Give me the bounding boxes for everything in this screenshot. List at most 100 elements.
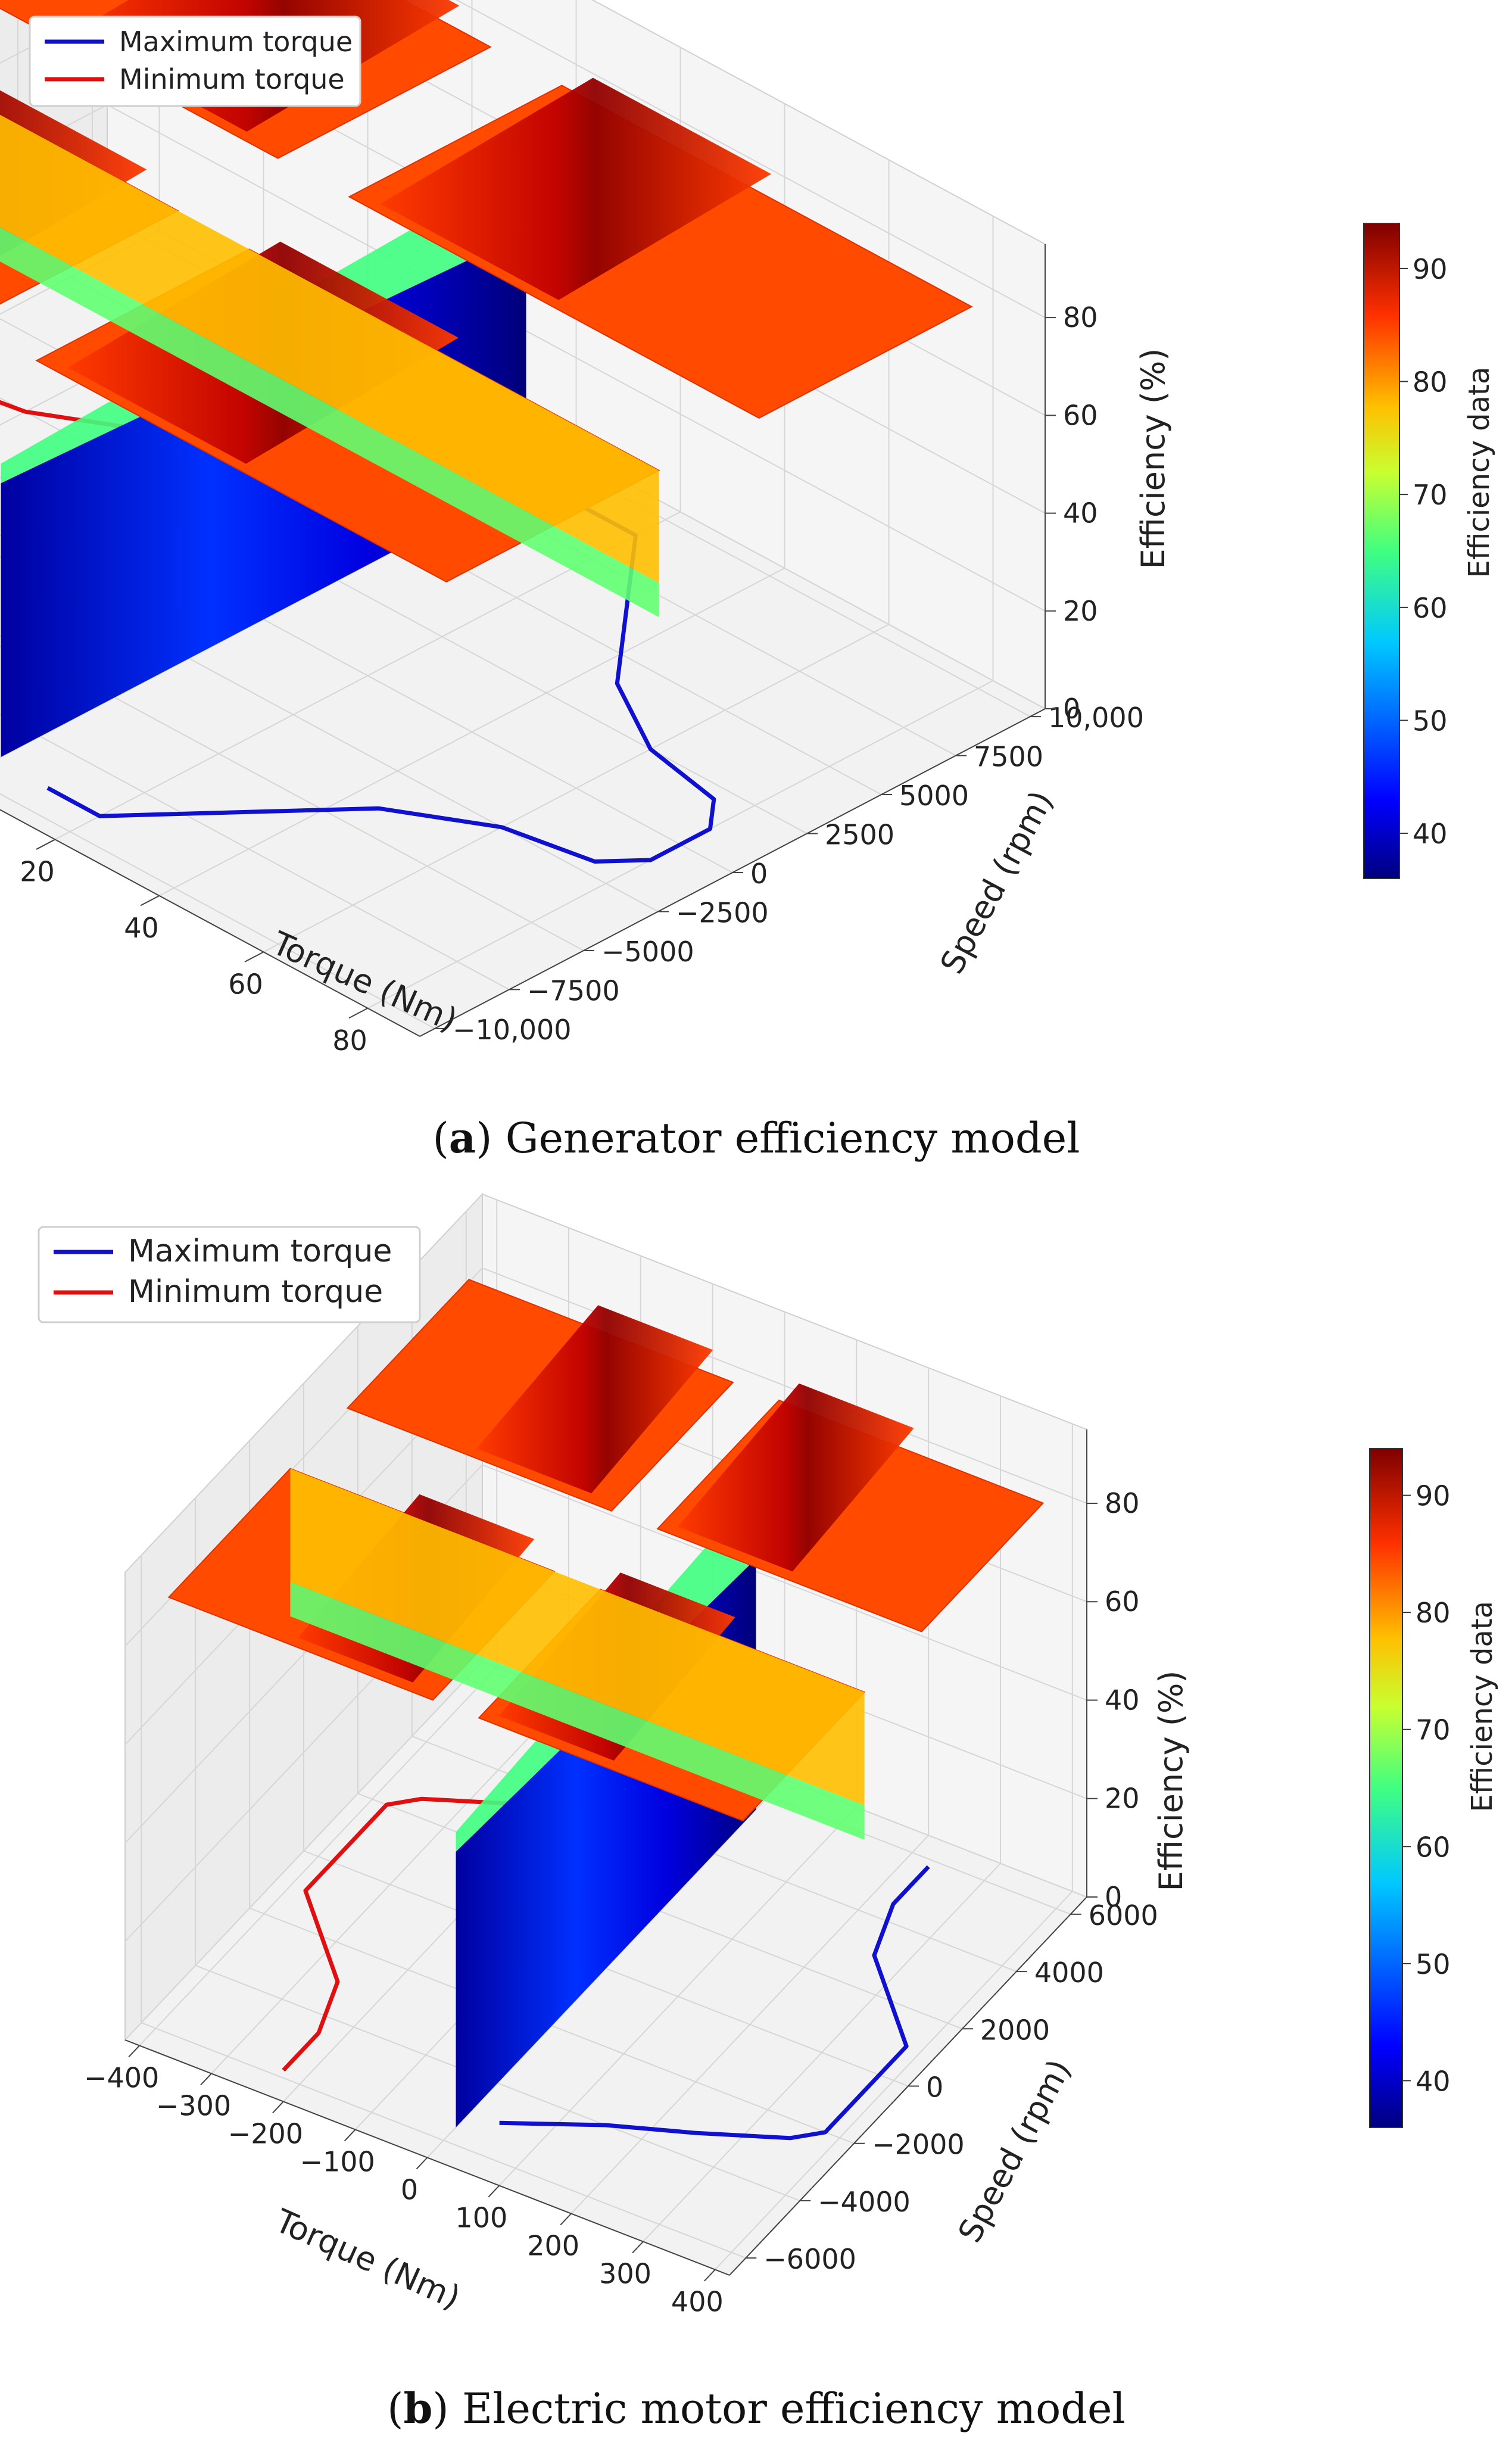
speed-gap-face — [290, 1468, 865, 1806]
y-axis-title: Speed (rpm) — [933, 784, 1061, 980]
x-tick-mark — [128, 2045, 140, 2058]
legend-max-torque-label: Maximum torque — [119, 26, 353, 58]
max-torque-curve — [46, 505, 716, 864]
y-tick-label: −7500 — [527, 974, 620, 1007]
y-tick-label: 2500 — [825, 819, 894, 851]
x-tick-label: 20 — [20, 855, 55, 887]
grid-line-y — [0, 318, 882, 795]
y-tick-label: 2000 — [980, 2014, 1050, 2046]
efficiency-surface — [167, 1279, 1045, 2127]
x-tick-label: −400 — [84, 2061, 159, 2094]
max-torque-curve — [499, 1865, 930, 2141]
caption-open-paren: ( — [387, 2384, 403, 2433]
y-axis-line — [419, 708, 1046, 1037]
tick-labels: −80−60−40−20020406080−10,000−7500−5000−2… — [20, 301, 1144, 1057]
y-tick-label: 10,000 — [1048, 702, 1144, 734]
speed-gap-face — [0, 114, 659, 583]
z-tick-label: 80 — [1063, 301, 1098, 334]
grid-line-z — [124, 1464, 1087, 1844]
colorbar-tick-label: 40 — [1416, 2065, 1451, 2097]
y-tick-label: 4000 — [1034, 1957, 1104, 1989]
x-tick-label: 0 — [401, 2174, 418, 2206]
peak-ridge-back-neg — [476, 1305, 713, 1494]
caption-close-paren: ) — [432, 2384, 462, 2433]
z-tick-label: 60 — [1105, 1585, 1140, 1618]
grid-line-y — [0, 476, 733, 873]
x-tick-mark — [488, 2185, 500, 2198]
z-tick-label: 40 — [1105, 1684, 1140, 1716]
x-axis-line — [0, 809, 420, 1037]
x-tick-label: −300 — [156, 2089, 231, 2122]
colorbar-gradient — [1363, 223, 1400, 879]
z-tick-label: 0 — [1063, 693, 1080, 725]
z-tick-label: 0 — [1105, 1881, 1122, 1913]
x-tick-mark — [200, 2073, 212, 2086]
colorbar-tick-label: 40 — [1413, 818, 1448, 850]
x-tick-mark — [36, 839, 55, 850]
colorbar-tick-label: 60 — [1413, 592, 1448, 624]
x-tick-mark — [416, 2157, 428, 2170]
z-tick-label: 20 — [1063, 595, 1098, 627]
y-tick-label: 7500 — [974, 741, 1043, 773]
y-tick-label: −4000 — [818, 2186, 911, 2218]
colorbar-title: Efficiency data — [1466, 1601, 1499, 1812]
grid-line-z — [455, 0, 1046, 319]
x-tick-label: 60 — [228, 968, 263, 1000]
colorbar: 40 50 60 70 80 90 Efficiency data — [1369, 1448, 1499, 2128]
grid-line-y — [0, 714, 510, 990]
x-tick-mark — [704, 2269, 716, 2282]
panel-caption: (b) Electric motor efficiency model — [387, 2384, 1126, 2433]
speed-gap-face-low — [0, 227, 659, 618]
y-tick-label: 6000 — [1089, 1899, 1158, 1932]
x-tick-label: 80 — [332, 1024, 367, 1057]
legend: Maximum torque Minimum torque — [38, 1226, 421, 1323]
colorbar-tick-label: 60 — [1416, 1831, 1451, 1863]
y-tick-label: −6000 — [763, 2243, 856, 2275]
colorbar-tick-label: 80 — [1413, 366, 1448, 398]
y-tick-label: 0 — [926, 2072, 943, 2104]
x-tick-label: 40 — [124, 912, 159, 944]
colorbar-tick-label: 50 — [1416, 1948, 1451, 1980]
colorbar-tick-label: 70 — [1413, 479, 1448, 511]
speed-gap-face-low — [290, 1581, 865, 1840]
colorbar-tick-label: 70 — [1416, 1714, 1451, 1746]
legend-box — [29, 15, 361, 107]
y-axis-title: Speed (rpm) — [951, 2053, 1078, 2248]
caption-close-paren: ) — [476, 1114, 506, 1163]
y-tick-label: 0 — [750, 858, 768, 890]
y-tick-label: −2500 — [676, 896, 769, 929]
x-tick-mark — [344, 2129, 356, 2142]
tick-labels: −400−300−200−1000100200300400−6000−4000−… — [84, 1487, 1158, 2318]
colorbar-tick-label: 90 — [1416, 1480, 1451, 1512]
z-tick-label: 40 — [1063, 497, 1098, 529]
legend: Maximum torque Minimum torque — [29, 15, 361, 107]
x-tick-label: −200 — [228, 2117, 303, 2150]
x-axis-title: Torque (Nm) — [269, 2201, 466, 2316]
z-axis-title: Efficiency (%) — [1152, 1671, 1190, 1892]
y-tick-label: −10,000 — [453, 1014, 572, 1046]
grid-line-y — [0, 397, 808, 834]
colorbar-gradient — [1369, 1448, 1403, 2128]
z-axis-title: Efficiency (%) — [1134, 348, 1172, 569]
grid-line-y — [0, 634, 584, 951]
grid-line-y — [0, 556, 659, 912]
y-axis-line — [729, 1896, 1087, 2276]
colorbar-tick-label: 90 — [1413, 253, 1448, 285]
legend-min-torque-label: Minimum torque — [128, 1274, 383, 1310]
panel-a-generator-efficiency: −80−60−40−20020406080−10,000−7500−5000−2… — [0, 0, 1496, 1163]
x-tick-mark — [140, 895, 160, 907]
x-tick-label: 200 — [527, 2230, 579, 2262]
x-axis-line — [124, 2039, 730, 2276]
colorbar-tick-label: 80 — [1416, 1597, 1451, 1629]
panel-caption: (a) Generator efficiency model — [432, 1113, 1080, 1163]
x-tick-mark — [244, 951, 264, 962]
colorbar-tick-label: 50 — [1413, 705, 1448, 737]
x-tick-label: 300 — [599, 2258, 651, 2290]
y-tick-label: 5000 — [899, 780, 969, 812]
z-tick-label: 60 — [1063, 399, 1098, 431]
y-tick-label: −5000 — [601, 936, 694, 968]
x-tick-mark — [632, 2241, 644, 2254]
caption-text: Generator efficiency model — [506, 1114, 1080, 1163]
x-tick-label: 100 — [455, 2202, 507, 2234]
